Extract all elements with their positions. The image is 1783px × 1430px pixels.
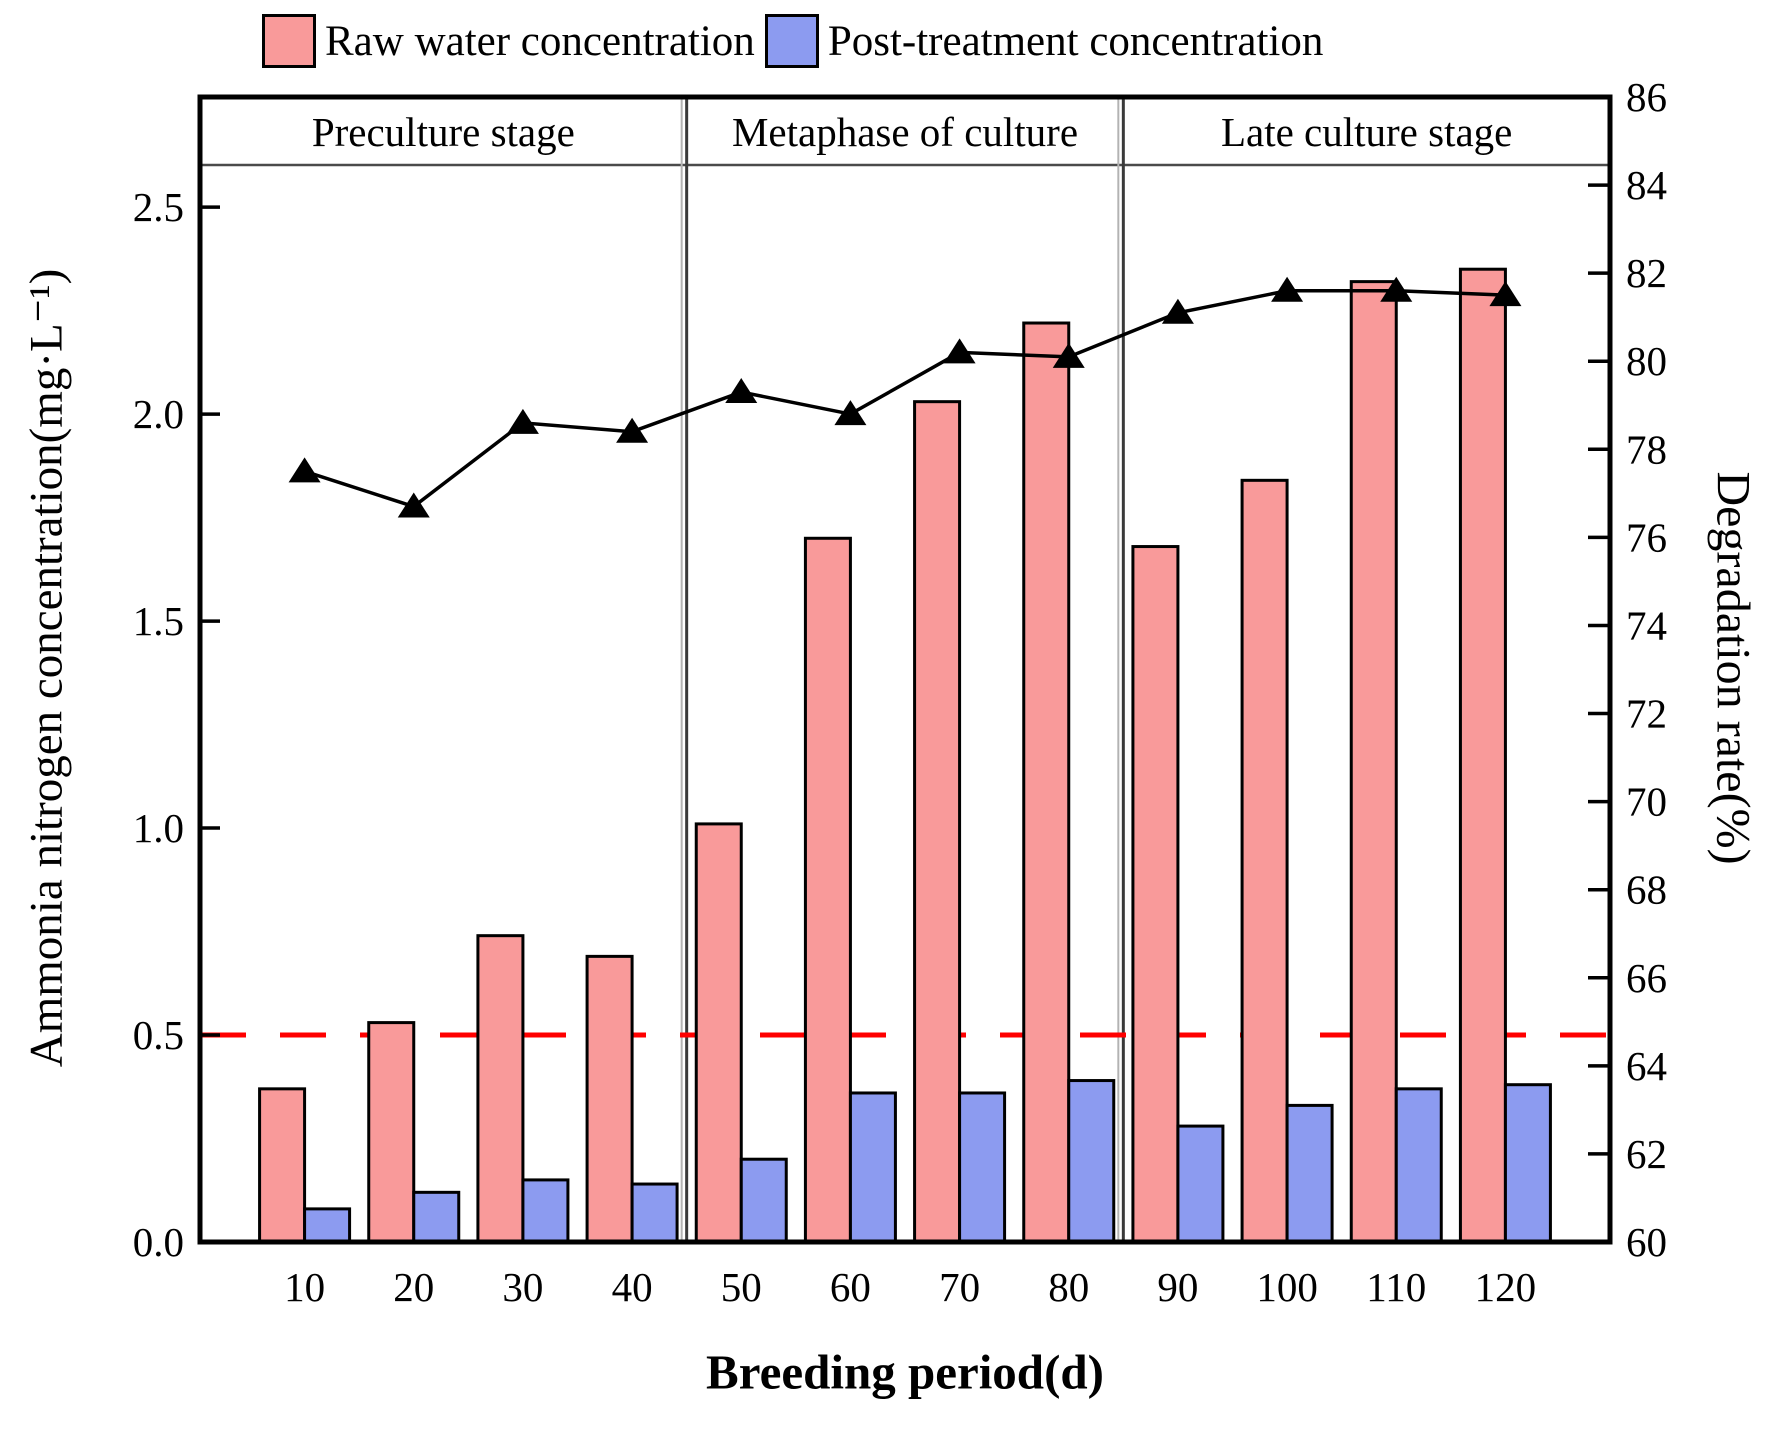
left-tick-label: 0.5 [133, 1012, 184, 1058]
right-tick-label: 68 [1626, 867, 1667, 913]
degradation-line [304, 289, 1506, 509]
left-tick-label: 1.5 [133, 598, 184, 644]
triangle-marker-30 [506, 408, 539, 434]
right-axis-title: Degradation rate(%) [1706, 471, 1760, 865]
right-tick-label: 76 [1626, 514, 1667, 560]
x-tick-label: 30 [502, 1264, 543, 1310]
right-tick-label: 74 [1626, 602, 1667, 648]
bar-post-120 [1503, 1083, 1552, 1244]
legend-label-raw: Raw water concentration [325, 17, 755, 65]
bar-raw-90 [1131, 545, 1180, 1244]
x-tick-label: 70 [939, 1264, 980, 1310]
x-tick-label: 60 [830, 1264, 871, 1310]
x-tick-label: 40 [612, 1264, 653, 1310]
x-tick-label: 110 [1366, 1264, 1426, 1310]
x-tick-label: 50 [721, 1264, 762, 1310]
bar-raw-120 [1458, 267, 1507, 1244]
triangle-marker-10 [288, 457, 321, 483]
left-tick-label: 2.0 [133, 391, 184, 437]
bar-post-60 [848, 1091, 897, 1244]
right-tick-label: 60 [1626, 1219, 1667, 1265]
bar-raw-100 [1240, 478, 1289, 1244]
raw-water-swatch-icon [262, 14, 316, 68]
x-tick-label: 10 [284, 1264, 325, 1310]
bar-raw-110 [1349, 280, 1398, 1244]
triangle-marker-70 [943, 338, 976, 364]
triangle-marker-50 [725, 378, 758, 404]
triangle-marker-80 [1052, 342, 1085, 368]
right-tick-label: 86 [1626, 74, 1667, 120]
x-tick-label: 90 [1157, 1264, 1198, 1310]
triangle-marker-40 [616, 417, 649, 443]
bar-post-70 [958, 1091, 1007, 1244]
bar-raw-20 [367, 1021, 416, 1244]
bar-post-10 [303, 1207, 352, 1244]
x-tick-label: 120 [1475, 1264, 1537, 1310]
bar-raw-50 [694, 822, 743, 1244]
stage-label: Late culture stage [1221, 109, 1512, 155]
left-tick-label: 0.0 [133, 1219, 184, 1265]
bar-raw-30 [476, 934, 525, 1244]
legend: Raw water concentration Post-treatment c… [262, 14, 1323, 68]
bar-post-20 [412, 1190, 461, 1244]
x-tick-label: 20 [393, 1264, 434, 1310]
legend-item-raw: Raw water concentration [262, 14, 755, 68]
bar-raw-60 [803, 536, 852, 1244]
bar-post-100 [1285, 1103, 1334, 1244]
bar-post-40 [630, 1182, 679, 1244]
left-tick-label: 1.0 [133, 805, 184, 851]
right-tick-label: 66 [1626, 955, 1667, 1001]
legend-label-post: Post-treatment concentration [827, 17, 1324, 65]
triangle-marker-90 [1161, 298, 1194, 324]
bar-post-90 [1176, 1124, 1225, 1244]
triangle-marker-20 [397, 492, 430, 518]
triangle-marker-100 [1271, 276, 1304, 302]
right-tick-label: 62 [1626, 1131, 1667, 1177]
post-treatment-swatch-icon [764, 14, 819, 68]
right-tick-label: 80 [1626, 338, 1667, 384]
triangle-marker-110 [1380, 276, 1413, 302]
bar-raw-70 [913, 400, 962, 1244]
bar-raw-40 [585, 954, 634, 1244]
bar-raw-10 [258, 1087, 307, 1244]
bar-post-110 [1394, 1087, 1443, 1244]
bar-raw-80 [1022, 321, 1071, 1244]
plot-frame [197, 94, 1613, 1245]
legend-item-post: Post-treatment concentration [764, 14, 1324, 68]
triangle-marker-120 [1489, 281, 1522, 307]
bar-post-80 [1067, 1079, 1116, 1244]
stage-label: Metaphase of culture [732, 109, 1078, 155]
right-tick-label: 70 [1626, 779, 1667, 825]
x-axis-title: Breeding period(d) [706, 1344, 1104, 1400]
left-tick-label: 2.5 [133, 184, 184, 230]
x-tick-label: 80 [1048, 1264, 1089, 1310]
left-axis-title: Ammonia nitrogen concentration(mg·L⁻¹) [20, 268, 73, 1068]
right-tick-label: 72 [1626, 691, 1667, 737]
right-tick-label: 78 [1626, 426, 1667, 472]
stage-label: Preculture stage [312, 109, 575, 155]
x-tick-label: 100 [1256, 1264, 1318, 1310]
right-tick-label: 84 [1626, 162, 1667, 208]
right-tick-label: 64 [1626, 1043, 1667, 1089]
bar-post-30 [521, 1178, 570, 1244]
right-tick-label: 82 [1626, 250, 1667, 296]
triangle-marker-60 [834, 400, 867, 426]
bar-post-50 [739, 1157, 788, 1244]
